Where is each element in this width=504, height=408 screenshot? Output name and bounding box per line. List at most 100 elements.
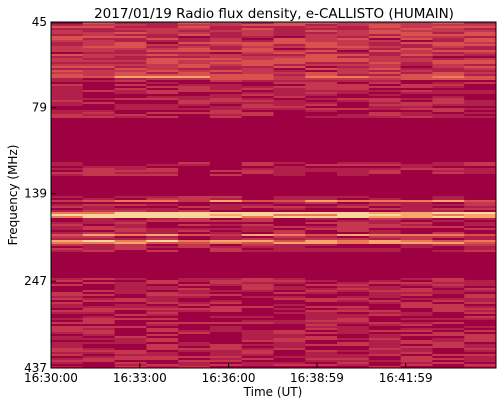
spectrogram-texture bbox=[400, 298, 433, 300]
spectrogram-texture bbox=[337, 72, 370, 74]
spectrogram-texture bbox=[432, 302, 465, 304]
spectrogram-texture bbox=[368, 172, 402, 174]
spectrogram-texture bbox=[114, 52, 147, 54]
spectrogram-texture bbox=[241, 226, 274, 228]
spectrogram-texture bbox=[241, 34, 274, 36]
spectrogram-texture bbox=[273, 198, 306, 200]
spectrogram-texture bbox=[464, 60, 497, 62]
spectrogram-texture bbox=[146, 82, 179, 84]
spectrogram-texture bbox=[432, 330, 465, 332]
spectrogram-texture bbox=[82, 42, 116, 44]
spectrogram-texture bbox=[241, 46, 274, 48]
spectrogram-texture bbox=[178, 86, 211, 88]
spectrogram-texture bbox=[241, 336, 274, 338]
spectrogram-texture bbox=[178, 52, 211, 54]
spectrogram-texture bbox=[464, 246, 497, 248]
spectrogram-texture bbox=[305, 24, 338, 26]
spectrogram-texture bbox=[241, 364, 274, 366]
spectrogram-texture bbox=[241, 54, 274, 56]
spectrogram-texture bbox=[51, 142, 496, 144]
spectrogram-texture bbox=[241, 312, 274, 314]
spectrogram-texture bbox=[368, 100, 402, 102]
spectrogram-texture bbox=[114, 324, 147, 326]
spectrogram-texture bbox=[241, 210, 274, 212]
spectrogram-texture bbox=[464, 38, 497, 40]
spectrogram-texture bbox=[305, 238, 338, 240]
spectrogram-texture bbox=[432, 216, 465, 218]
spectrogram-texture bbox=[464, 236, 497, 238]
spectrogram-texture bbox=[464, 250, 497, 252]
spectrogram-texture bbox=[209, 288, 243, 290]
spectrogram-texture bbox=[464, 116, 497, 118]
spectrogram-texture bbox=[464, 230, 497, 232]
spectrogram-texture bbox=[146, 50, 179, 52]
spectrogram-texture bbox=[464, 292, 497, 294]
spectrogram-texture bbox=[432, 320, 465, 322]
spectrogram-texture bbox=[337, 100, 370, 102]
spectrogram-texture bbox=[146, 280, 179, 282]
spectrogram-texture bbox=[82, 366, 116, 368]
spectrogram-texture bbox=[82, 314, 116, 316]
spectrogram-texture bbox=[464, 228, 497, 230]
spectrogram-texture bbox=[464, 32, 497, 34]
spectrogram-texture bbox=[337, 48, 370, 50]
spectrogram-texture bbox=[368, 312, 402, 314]
spectrogram-texture bbox=[400, 82, 433, 84]
spectrogram-texture bbox=[241, 314, 274, 316]
spectrogram-texture bbox=[178, 352, 211, 354]
spectrogram-texture bbox=[51, 74, 84, 76]
spectrogram-texture bbox=[209, 88, 243, 90]
spectrogram-texture bbox=[51, 240, 84, 242]
spectrogram-texture bbox=[273, 304, 306, 306]
spectrogram-texture bbox=[432, 98, 465, 100]
spectrogram-texture bbox=[114, 348, 147, 350]
spectrogram-texture bbox=[51, 176, 496, 178]
spectrogram-texture bbox=[368, 242, 402, 244]
spectrogram-texture bbox=[400, 248, 433, 250]
spectrogram-texture bbox=[432, 224, 465, 226]
spectrogram-texture bbox=[114, 22, 147, 24]
spectrogram-texture bbox=[400, 58, 433, 60]
spectrogram-texture bbox=[82, 244, 116, 246]
spectrogram-texture bbox=[305, 214, 338, 216]
spectrogram-texture bbox=[432, 38, 465, 40]
spectrogram-texture bbox=[432, 96, 465, 98]
spectrogram-texture bbox=[464, 100, 497, 102]
spectrogram-texture bbox=[432, 282, 465, 284]
spectrogram-texture bbox=[51, 130, 496, 132]
spectrogram-texture bbox=[368, 206, 402, 208]
spectrogram-texture bbox=[337, 310, 370, 312]
spectrogram-texture bbox=[82, 86, 116, 88]
spectrogram-texture bbox=[241, 304, 274, 306]
spectrogram-texture bbox=[337, 168, 370, 170]
spectrogram-texture bbox=[305, 196, 338, 198]
spectrogram-texture bbox=[337, 352, 370, 354]
spectrogram-texture bbox=[337, 282, 370, 284]
spectrogram-texture bbox=[209, 348, 243, 350]
spectrogram-texture bbox=[305, 224, 338, 226]
spectrogram-texture bbox=[82, 330, 116, 332]
spectrogram-texture bbox=[432, 200, 465, 202]
spectrogram-texture bbox=[51, 364, 84, 366]
spectrogram-texture bbox=[400, 222, 433, 224]
spectrogram-texture bbox=[305, 96, 338, 98]
spectrogram-texture bbox=[51, 116, 84, 118]
spectrogram-texture bbox=[337, 298, 370, 300]
spectrogram-texture bbox=[273, 238, 306, 240]
spectrogram-texture bbox=[464, 300, 497, 302]
spectrogram-texture bbox=[209, 240, 243, 242]
spectrogram-texture bbox=[400, 42, 433, 44]
spectrogram-texture bbox=[209, 166, 243, 168]
spectrogram-texture bbox=[464, 316, 497, 318]
spectrogram-texture bbox=[432, 244, 465, 246]
spectrogram-texture bbox=[273, 360, 306, 362]
spectrogram-texture bbox=[51, 82, 84, 84]
spectrogram-texture bbox=[178, 172, 211, 174]
spectrogram-texture bbox=[273, 288, 306, 290]
spectrogram-texture bbox=[82, 116, 116, 118]
spectrogram-texture bbox=[146, 286, 179, 288]
spectrogram-texture bbox=[368, 282, 402, 284]
spectrogram-texture bbox=[114, 40, 147, 42]
spectrogram-texture bbox=[178, 206, 211, 208]
spectrogram-texture bbox=[51, 204, 84, 206]
